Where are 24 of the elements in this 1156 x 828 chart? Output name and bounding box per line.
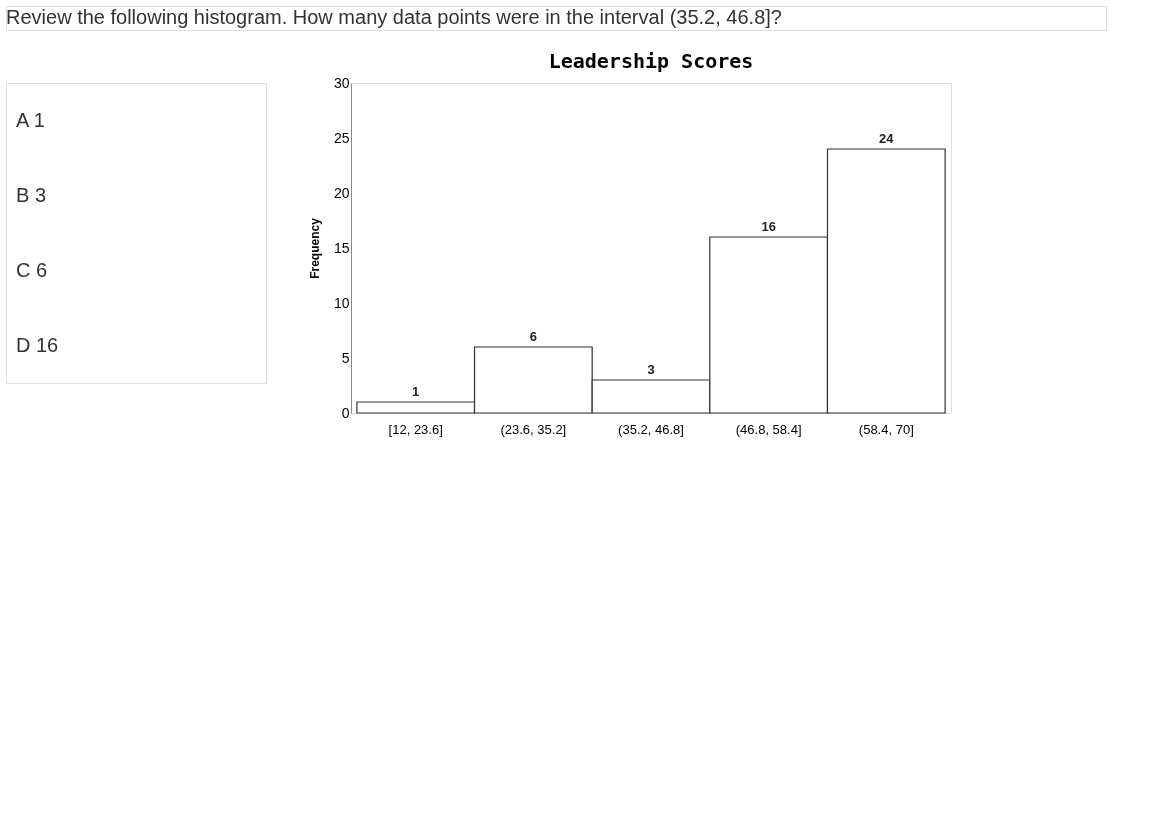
y-axis-title: Frequency	[307, 217, 322, 279]
y-tick-label: 15	[333, 239, 350, 256]
y-tick-label: 20	[333, 184, 350, 201]
text: B 3	[16, 183, 47, 206]
y-tick-label: 5	[341, 349, 350, 366]
y-tick-label: 30	[333, 74, 350, 91]
x-tick-label: (23.6, 35.2]	[500, 421, 567, 437]
x-tick-label: (58.4, 70]	[858, 421, 914, 437]
text: A 1	[16, 108, 45, 131]
text: D 16	[16, 333, 59, 356]
y-tick-label: 25	[333, 129, 350, 146]
y-tick-label: 10	[333, 294, 350, 311]
data-label: 16	[761, 219, 776, 234]
text: Review the following histogram. How many data points were in the interval (35.2, 46.8]?	[6, 6, 782, 28]
data-label: 24	[879, 131, 895, 146]
chart-title: Leadership Scores	[548, 49, 754, 73]
data-label: 3	[647, 362, 655, 377]
x-tick-label: [12, 23.6]	[388, 421, 443, 437]
data-label: 6	[529, 329, 537, 344]
data-label: 1	[412, 384, 420, 399]
x-tick-label: (46.8, 58.4]	[735, 421, 802, 437]
y-tick-label: 0	[341, 404, 350, 421]
x-tick-label: (35.2, 46.8]	[618, 421, 684, 437]
text: C 6	[16, 258, 48, 281]
